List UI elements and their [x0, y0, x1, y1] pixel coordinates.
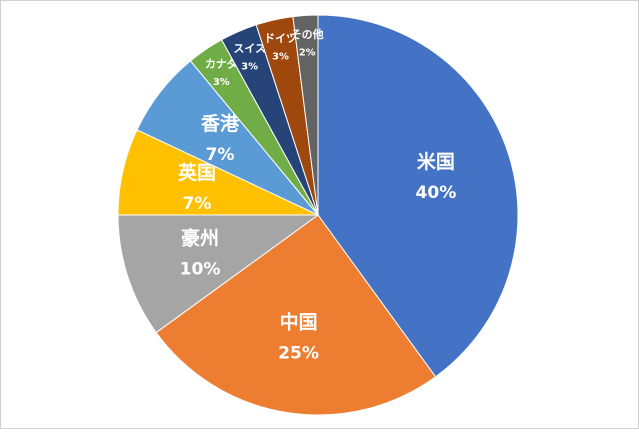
slice-name: スイス: [233, 42, 266, 55]
slice-value-label: 40%: [415, 183, 456, 203]
slice-value-label: 25%: [278, 344, 319, 364]
pie-slice: [317, 14, 519, 378]
slice-value-label: 3%: [241, 61, 258, 72]
slice-name: 香港: [200, 113, 240, 135]
slice-value-label: 3%: [213, 77, 230, 88]
slice-name: 中国: [280, 311, 318, 334]
slice-value-label: 3%: [272, 51, 289, 62]
slice-value-label: 7%: [206, 145, 235, 165]
pie-slice: [292, 14, 319, 216]
slice-name: 豪州: [181, 227, 219, 250]
slice-name: 米国: [417, 150, 455, 173]
slice-name: ドイツ: [264, 32, 297, 45]
slice-name: 英国: [178, 161, 216, 184]
pie-slice: [155, 214, 437, 416]
slice-name: カナダ: [205, 56, 238, 70]
slice-value-label: 10%: [180, 259, 221, 279]
slice-value-label: 7%: [182, 194, 211, 214]
slice-name: その他: [291, 27, 324, 41]
pie-slice: [117, 214, 320, 334]
slice-value-label: 2%: [299, 48, 316, 59]
